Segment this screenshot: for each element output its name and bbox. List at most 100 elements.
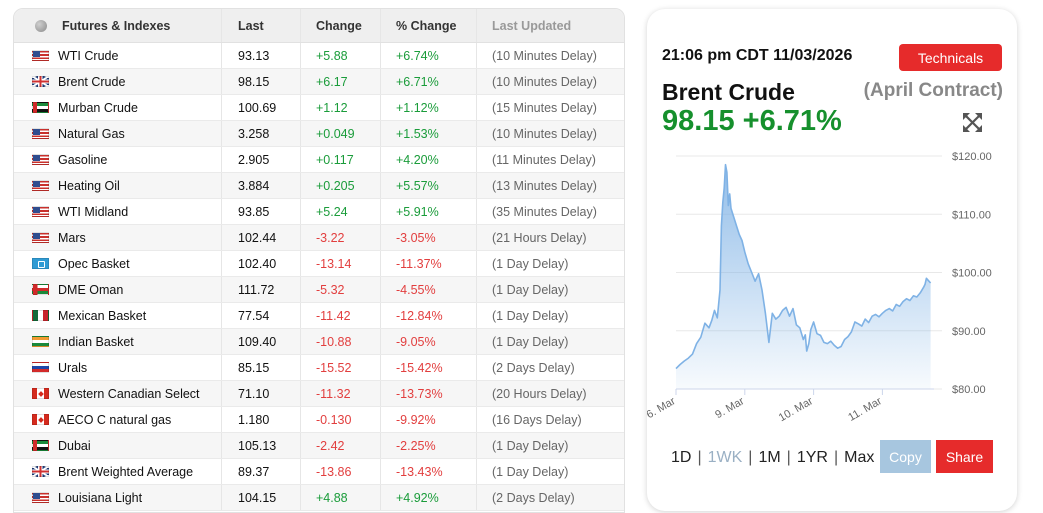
row-name-cell[interactable]: Heating Oil xyxy=(14,173,222,198)
last-price: 111.72 xyxy=(222,277,301,302)
table-row[interactable]: Brent Weighted Average 89.37 -13.86 -13.43%… xyxy=(14,459,624,485)
instrument-name[interactable]: Opec Basket xyxy=(58,256,130,271)
last-updated: (1 Day Delay) xyxy=(492,308,569,323)
header-last-updated[interactable]: Last Updated xyxy=(492,18,572,33)
copy-button[interactable]: Copy xyxy=(880,440,931,473)
percent-change-value: +1.53% xyxy=(381,121,477,146)
header-name: Futures & Indexes xyxy=(62,18,171,33)
table-row[interactable]: AECO C natural gas 1.180 -0.130 -9.92% (16 D… xyxy=(14,407,624,433)
range-separator: | xyxy=(697,449,702,466)
table-row[interactable]: Mars 102.44 -3.22 -3.05% (21 Hours Delay) xyxy=(14,225,624,251)
us-flag-icon xyxy=(32,206,49,217)
in-flag-icon xyxy=(32,336,49,347)
header-change[interactable]: Change xyxy=(301,9,381,42)
row-name-cell[interactable]: AECO C natural gas xyxy=(14,407,222,432)
instrument-name[interactable]: Brent Crude xyxy=(58,74,126,89)
table-row[interactable]: Brent Crude 98.15 +6.17 +6.71% (10 Minutes D… xyxy=(14,69,624,95)
instrument-name[interactable]: Natural Gas xyxy=(58,126,125,141)
us-flag-icon xyxy=(32,128,49,139)
row-name-cell[interactable]: Mexican Basket xyxy=(14,303,222,328)
opec-flag-icon xyxy=(32,258,49,269)
last-updated: (20 Hours Delay) xyxy=(492,386,587,401)
instrument-name[interactable]: Western Canadian Select xyxy=(58,386,200,401)
table-row[interactable]: Western Canadian Select 71.10 -11.32 -13.73… xyxy=(14,381,624,407)
row-name-cell[interactable]: Brent Weighted Average xyxy=(14,459,222,484)
row-name-cell[interactable]: Murban Crude xyxy=(14,95,222,120)
range-option-max[interactable]: Max xyxy=(844,449,875,466)
table-body: WTI Crude 93.13 +5.88 +6.74% (10 Minutes Del… xyxy=(14,43,624,511)
row-name-cell[interactable]: WTI Crude xyxy=(14,43,222,68)
row-name-cell[interactable]: Indian Basket xyxy=(14,329,222,354)
range-option-1d[interactable]: 1D xyxy=(671,449,692,466)
percent-change-value: -13.73% xyxy=(381,381,477,406)
row-name-cell[interactable]: DME Oman xyxy=(14,277,222,302)
percent-change-value: +4.20% xyxy=(381,147,477,172)
row-name-cell[interactable]: WTI Midland xyxy=(14,199,222,224)
x-tick-label: 10. Mar xyxy=(777,395,816,424)
last-price: 3.258 xyxy=(222,121,301,146)
instrument-name[interactable]: Louisiana Light xyxy=(58,490,143,505)
last-price: 89.37 xyxy=(222,459,301,484)
range-option-1wk[interactable]: 1WK xyxy=(707,449,743,466)
instrument-name[interactable]: DME Oman xyxy=(58,282,124,297)
instrument-name[interactable]: Mexican Basket xyxy=(58,308,147,323)
percent-change-value: -11.37% xyxy=(381,251,477,276)
table-row[interactable]: DME Oman 111.72 -5.32 -4.55% (1 Day Delay) xyxy=(14,277,624,303)
change-value: -13.86 xyxy=(301,459,381,484)
instrument-name[interactable]: Urals xyxy=(58,360,88,375)
table-row[interactable]: Murban Crude 100.69 +1.12 +1.12% (15 Minutes… xyxy=(14,95,624,121)
row-name-cell[interactable]: Louisiana Light xyxy=(14,485,222,510)
row-name-cell[interactable]: Urals xyxy=(14,355,222,380)
series-line xyxy=(675,163,932,370)
row-name-cell[interactable]: Western Canadian Select xyxy=(14,381,222,406)
table-row[interactable]: Natural Gas 3.258 +0.049 +1.53% (10 Minutes … xyxy=(14,121,624,147)
table-row[interactable]: Louisiana Light 104.15 +4.88 +4.92% (2 Days … xyxy=(14,485,624,511)
instrument-name[interactable]: Gasoline xyxy=(58,152,108,167)
range-option-1m[interactable]: 1M xyxy=(758,449,781,466)
expand-icon[interactable] xyxy=(962,112,983,133)
instrument-name[interactable]: AECO C natural gas xyxy=(58,412,172,427)
row-name-cell[interactable]: Brent Crude xyxy=(14,69,222,94)
instrument-detail-card: 21:06 pm CDT 11/03/2026 Technicals Brent… xyxy=(647,9,1017,511)
instrument-name[interactable]: WTI Crude xyxy=(58,48,119,63)
table-row[interactable]: Heating Oil 3.884 +0.205 +5.57% (13 Minutes … xyxy=(14,173,624,199)
series-area xyxy=(676,164,931,389)
table-row[interactable]: Urals 85.15 -15.52 -15.42% (2 Days Delay) xyxy=(14,355,624,381)
instrument-name[interactable]: Dubai xyxy=(58,438,91,453)
share-button[interactable]: Share xyxy=(936,440,993,473)
range-option-1yr[interactable]: 1YR xyxy=(796,449,828,466)
change-value: +0.205 xyxy=(301,173,381,198)
instrument-name[interactable]: Brent Weighted Average xyxy=(58,464,194,479)
row-name-cell[interactable]: Dubai xyxy=(14,433,222,458)
change-value: +5.24 xyxy=(301,199,381,224)
row-name-cell[interactable]: Opec Basket xyxy=(14,251,222,276)
row-name-cell[interactable]: Mars xyxy=(14,225,222,250)
instrument-name[interactable]: Indian Basket xyxy=(58,334,134,349)
us-flag-icon xyxy=(32,492,49,503)
last-price: 71.10 xyxy=(222,381,301,406)
row-name-cell[interactable]: Gasoline xyxy=(14,147,222,172)
instrument-name[interactable]: Murban Crude xyxy=(58,100,138,115)
last-price: 77.54 xyxy=(222,303,301,328)
table-row[interactable]: Mexican Basket 77.54 -11.42 -12.84% (1 Day D… xyxy=(14,303,624,329)
table-row[interactable]: Dubai 105.13 -2.42 -2.25% (1 Day Delay) xyxy=(14,433,624,459)
header-last[interactable]: Last xyxy=(222,9,301,42)
instrument-name[interactable]: Mars xyxy=(58,230,86,245)
table-row[interactable]: Opec Basket 102.40 -13.14 -11.37% (1 Day Del… xyxy=(14,251,624,277)
us-flag-icon xyxy=(32,50,49,61)
header-name-cell[interactable]: Futures & Indexes xyxy=(14,9,222,42)
instrument-name[interactable]: Heating Oil xyxy=(58,178,120,193)
table-row[interactable]: Indian Basket 109.40 -10.88 -9.05% (1 Day De… xyxy=(14,329,624,355)
price-chart[interactable]: $120.00 $110.00 $100.00 $90.00 $80.00 6. Mar 9… xyxy=(647,144,1017,434)
range-separator: | xyxy=(833,449,839,466)
percent-change-value: +4.92% xyxy=(381,485,477,510)
technicals-button[interactable]: Technicals xyxy=(899,44,1002,71)
instrument-name[interactable]: WTI Midland xyxy=(58,204,129,219)
row-name-cell[interactable]: Natural Gas xyxy=(14,121,222,146)
last-updated: (1 Day Delay) xyxy=(492,282,569,297)
table-row[interactable]: WTI Midland 93.85 +5.24 +5.91% (35 Minutes D… xyxy=(14,199,624,225)
last-price: 98.15 xyxy=(222,69,301,94)
table-row[interactable]: WTI Crude 93.13 +5.88 +6.74% (10 Minutes Del… xyxy=(14,43,624,69)
header-pct-change[interactable]: % Change xyxy=(381,9,477,42)
table-row[interactable]: Gasoline 2.905 +0.117 +4.20% (11 Minutes Del… xyxy=(14,147,624,173)
